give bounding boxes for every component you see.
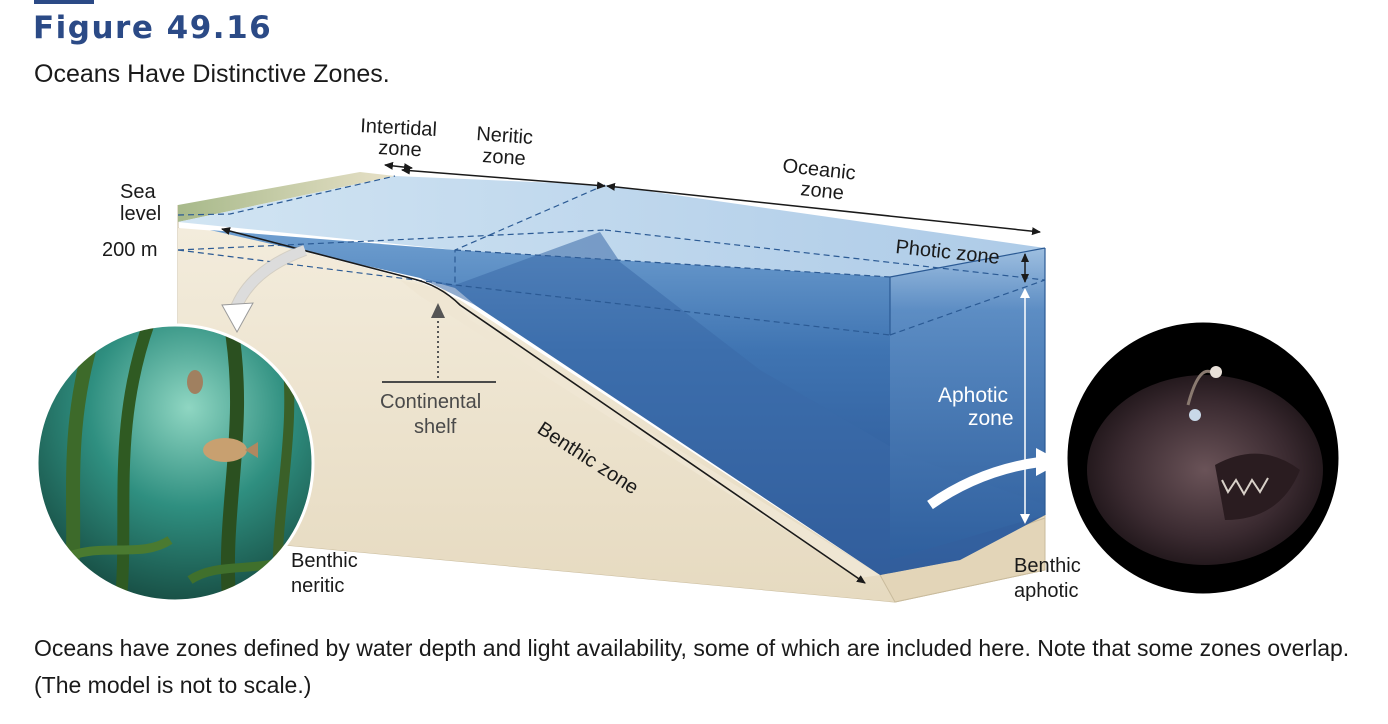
- photic-band-bottom: [889, 279, 1046, 336]
- aphotic-label-line2: zone: [968, 407, 1014, 430]
- benthic-neritic-label-line2: neritic: [291, 575, 344, 597]
- curve-arrow-left-outline: [229, 244, 308, 313]
- figure-title: Oceans Have Distinctive Zones.: [34, 60, 390, 88]
- shore-strip: [178, 172, 395, 222]
- intertidal-arrow: [384, 161, 413, 172]
- benthic-aphotic-label-line1: Benthic: [1014, 555, 1081, 577]
- shelf-pointer-head: [431, 303, 445, 318]
- intertidal-label-line1: Intertidal: [360, 115, 438, 141]
- depth-200-label: 200 m: [102, 239, 158, 261]
- heading-rule: [34, 0, 94, 4]
- oceanic-label-line2: zone: [799, 178, 844, 204]
- aphotic-arrow-bottom: [1020, 514, 1030, 524]
- shelf-label-line1: Continental: [380, 391, 481, 413]
- neritic-arrow: [401, 166, 606, 190]
- aphotic-label-line1: Aphotic: [938, 384, 1008, 407]
- aphotic-arrow-top: [1020, 288, 1030, 298]
- sea-level-label-line1: Sea: [120, 181, 156, 203]
- benthic-aphotic-label-line2: aphotic: [1014, 580, 1079, 602]
- anglerfish-photo: [1066, 321, 1340, 595]
- curve-arrow-right-head: [1036, 448, 1062, 476]
- figure-number: Figure 49.16: [33, 10, 273, 46]
- curve-arrow-right: [927, 457, 1041, 510]
- benthic-neritic-label-line1: Benthic: [291, 550, 358, 572]
- neritic-label-line2: zone: [482, 145, 527, 170]
- water-right-face: [890, 248, 1045, 560]
- figure-caption: Oceans have zones defined by water depth…: [34, 635, 1350, 698]
- benthic-arrow: [221, 227, 866, 584]
- sea-level-line: [177, 175, 396, 216]
- intertidal-label-line2: zone: [378, 137, 422, 161]
- shelf-label-line2: shelf: [414, 416, 457, 438]
- neritic-label-line1: Neritic: [476, 123, 534, 149]
- oceanic-arrow: [606, 182, 1041, 236]
- curve-arrow-left-head: [221, 302, 254, 334]
- sea-level-label-line2: level: [120, 203, 161, 225]
- curve-arrow-left: [230, 245, 307, 312]
- photic-band-top: [889, 247, 1046, 278]
